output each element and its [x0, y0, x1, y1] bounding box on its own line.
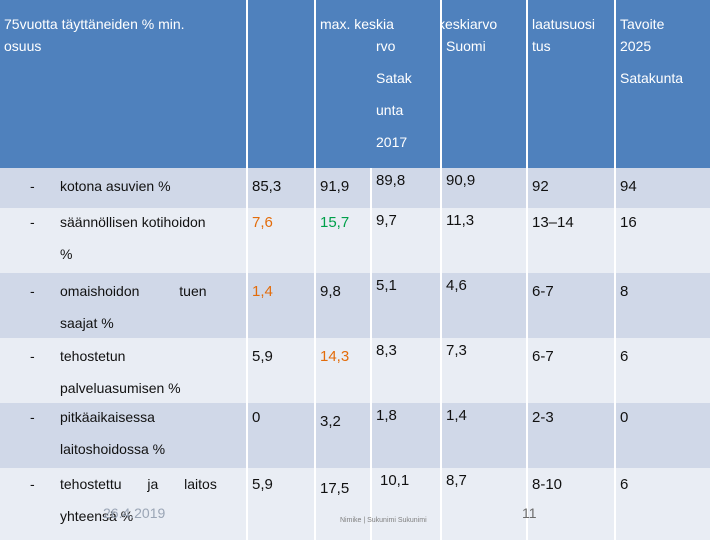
cell-tavoite: 94 — [616, 168, 712, 208]
cell-min: 5,9 — [248, 468, 316, 540]
header-max-line2: rvo — [376, 38, 396, 54]
row-dash: - — [30, 178, 35, 194]
cell-min: 1,4 — [248, 273, 316, 338]
row-label-cell: - tehostetun palveluasumisen % — [0, 338, 248, 403]
footer-date: 26.4.2019 — [103, 505, 166, 521]
row-label-cell: - tehostettu ja laitos yhteensä % — [0, 468, 248, 540]
table-row: - tehostettu ja laitos yhteensä % 5,9 17… — [0, 468, 712, 540]
row-dash: - — [30, 476, 35, 492]
cell-laatusuositus: 13–14 — [528, 208, 616, 273]
cell-min: 0 — [248, 403, 316, 468]
table-row: - kotona asuvien % 85,3 91,9 89,8 90,9 9… — [0, 168, 712, 208]
table-row: - pitkäaikaisessa laitoshoidossa % 0 3,2… — [0, 403, 712, 468]
header-indicator-line2: osuus — [4, 38, 42, 54]
header-keskiarvo-line2: Suomi — [446, 38, 486, 54]
row-label-line1: tehostetun — [60, 348, 126, 364]
row-label-cell: - säännöllisen kotihoidon % — [0, 208, 248, 273]
cell-tavoite: 6 — [616, 468, 712, 540]
header-tavoite: Tavoite 2025 Satakunta — [616, 0, 712, 168]
cell-min: 7,6 — [248, 208, 316, 273]
cell-laatusuositus: 2-3 — [528, 403, 616, 468]
cell-tavoite: 16 — [616, 208, 712, 273]
header-row: 75vuotta täyttäneiden % min. osuus max. … — [0, 0, 712, 168]
table-row: - omaishoidon tuen saajat % 1,4 9,8 5,1 … — [0, 273, 712, 338]
cell-laatusuositus: 6-7 — [528, 338, 616, 403]
cell-laatusuositus: 92 — [528, 168, 616, 208]
row-label-line2: palveluasumisen % — [60, 380, 181, 396]
row-label-line2: laitoshoidossa % — [60, 441, 166, 457]
cell-max: 3,2 — [316, 403, 372, 468]
cell-max: 15,7 — [316, 208, 372, 273]
cell-keskiarvo-suomi: 8,7 — [442, 468, 528, 540]
cell-keskiarvo-satakunta: 89,8 — [372, 168, 442, 208]
cell-tavoite: 0 — [616, 403, 712, 468]
cell-keskiarvo-suomi: 90,9 — [442, 168, 528, 208]
row-dash: - — [30, 348, 35, 364]
cell-laatusuositus: 8-10 — [528, 468, 616, 540]
row-label-line1: tehostettu ja laitos — [60, 476, 217, 492]
row-label-cell: - omaishoidon tuen saajat % — [0, 273, 248, 338]
row-label-cell: - pitkäaikaisessa laitoshoidossa % — [0, 403, 248, 468]
row-label-line1: kotona asuvien % — [60, 178, 171, 194]
row-dash: - — [30, 283, 35, 299]
cell-keskiarvo-satakunta: 9,7 — [372, 208, 442, 273]
header-laatusuositus-line2: tus — [532, 38, 551, 54]
row-label-line1: säännöllisen kotihoidon — [60, 214, 206, 230]
cell-max: 91,9 — [316, 168, 372, 208]
header-max-line3: Satak — [376, 70, 412, 86]
header-keskiarvo-line1: keskiarvo — [442, 16, 498, 32]
table-row: - tehostetun palveluasumisen % 5,9 14,3 … — [0, 338, 712, 403]
header-indicator-line1: 75vuotta täyttäneiden % min. — [4, 16, 185, 32]
row-label-line1: pitkäaikaisessa — [60, 409, 155, 425]
row-label-line2: yhteensä % — [60, 508, 134, 524]
cell-max: 14,3 — [316, 338, 372, 403]
row-label-line2: saajat % — [60, 315, 114, 331]
cell-keskiarvo-suomi: 4,6 — [442, 273, 528, 338]
cell-max: 9,8 — [316, 273, 372, 338]
cell-keskiarvo-suomi: 7,3 — [442, 338, 528, 403]
header-max-line5: 2017 — [376, 134, 408, 150]
cell-tavoite: 8 — [616, 273, 712, 338]
row-label-cell: - kotona asuvien % — [0, 168, 248, 208]
cell-laatusuositus: 6-7 — [528, 273, 616, 338]
page-number: 11 — [522, 505, 537, 521]
cell-min: 5,9 — [248, 338, 316, 403]
header-laatusuositus: laatusuosi tus — [528, 0, 616, 168]
row-dash: - — [30, 214, 35, 230]
cell-keskiarvo-suomi: 11,3 — [442, 208, 528, 273]
cell-min: 85,3 — [248, 168, 316, 208]
header-tavoite-line2: 2025 — [620, 38, 652, 54]
header-laatusuositus-line1: laatusuosi — [532, 16, 596, 32]
footer-title: Nimike | Sukunimi Sukunimi — [340, 517, 427, 524]
cell-keskiarvo-satakunta: 8,3 — [372, 338, 442, 403]
header-min — [248, 0, 316, 168]
header-tavoite-line1: Tavoite — [620, 16, 665, 32]
row-label-line1: omaishoidon tuen — [60, 283, 207, 299]
row-label-line2: % — [60, 246, 73, 262]
cell-keskiarvo-suomi: 1,4 — [442, 403, 528, 468]
cell-keskiarvo-satakunta: 10,1 — [372, 468, 442, 540]
table-row: - säännöllisen kotihoidon % 7,6 15,7 9,7… — [0, 208, 712, 273]
header-max-line1: max. keskia — [320, 16, 394, 32]
header-tavoite-line3: Satakunta — [620, 70, 684, 86]
row-dash: - — [30, 409, 35, 425]
cell-keskiarvo-satakunta: 1,8 — [372, 403, 442, 468]
cell-tavoite: 6 — [616, 338, 712, 403]
header-max-line4: unta — [376, 102, 404, 118]
header-keskiarvo-suomi: keskiarvo Suomi — [442, 0, 528, 168]
cell-max: 17,5 — [316, 468, 372, 540]
cell-keskiarvo-satakunta: 5,1 — [372, 273, 442, 338]
header-max-satakunta: max. keskia rvo Satak unta 2017 — [316, 0, 442, 168]
header-indicator: 75vuotta täyttäneiden % min. osuus — [0, 0, 248, 168]
